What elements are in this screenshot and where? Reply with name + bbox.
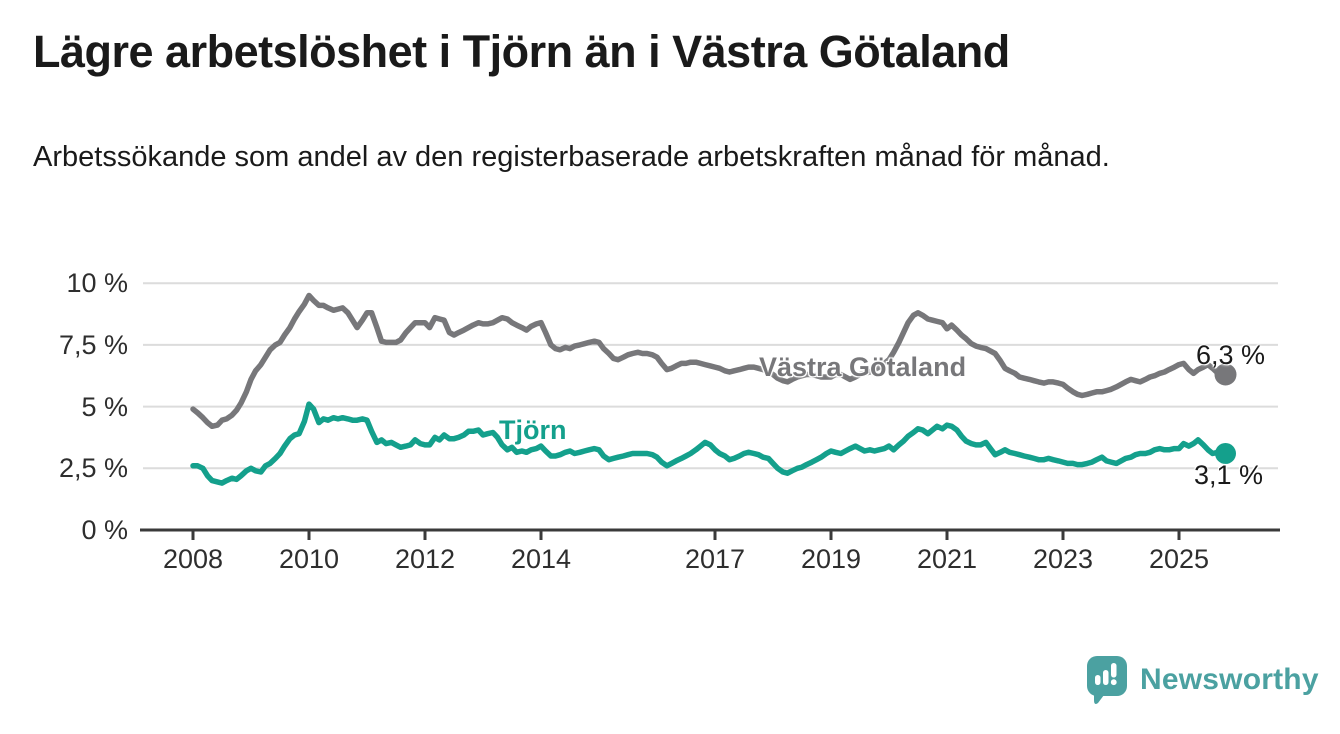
series-end-dot-vastra-gotaland (1214, 363, 1237, 386)
y-tick-label: 7,5 % (58, 329, 128, 360)
y-tick-label: 5 % (81, 391, 128, 422)
x-tick-label: 2025 (1148, 544, 1210, 574)
page-title: Lägre arbetslöshet i Tjörn än i Västra G… (33, 26, 1010, 77)
series-label-vastra-gotaland: Västra Götaland (759, 352, 967, 382)
newsworthy-logo-text: Newsworthy (1140, 663, 1319, 696)
x-tick-label: 2014 (510, 544, 572, 574)
series-line-vastra-gotaland (190, 292, 1226, 430)
x-tick-label: 2017 (684, 544, 746, 574)
end-value-label-tjorn: 3,1 % (1194, 460, 1264, 490)
series-label-tjorn: Tjörn (499, 415, 567, 445)
x-tick-label: 2010 (278, 544, 340, 574)
x-tick-label: 2023 (1032, 544, 1094, 574)
series-end-dot-tjorn (1215, 442, 1236, 464)
y-tick-label: 2,5 % (58, 453, 128, 484)
x-tick-label: 2019 (800, 544, 862, 574)
x-tick-label: 2012 (394, 544, 456, 574)
series-line-tjorn (190, 401, 1226, 486)
chart-subtitle: Arbetssökande som andel av den registerb… (33, 141, 1110, 173)
newsworthy-logo-icon (1087, 656, 1127, 704)
x-tick-label: 2008 (162, 544, 224, 574)
x-tick-label: 2021 (916, 544, 978, 574)
newsworthy-logo: Newsworthy (1086, 655, 1319, 705)
end-value-label-vastra-gotaland: 6,3 % (1196, 340, 1266, 370)
y-tick-label: 0 % (81, 515, 128, 545)
y-tick-label: 10 % (66, 268, 128, 299)
